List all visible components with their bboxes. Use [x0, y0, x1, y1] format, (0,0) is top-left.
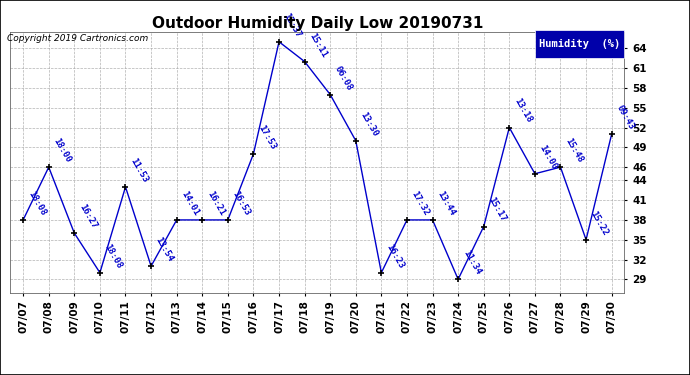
Text: 13:18: 13:18 [512, 97, 533, 125]
Text: 16:27: 16:27 [77, 202, 99, 230]
Text: 17:32: 17:32 [410, 189, 431, 217]
Text: 16:23: 16:23 [384, 242, 406, 270]
Text: 06:08: 06:08 [333, 64, 354, 92]
Text: 18:08: 18:08 [26, 189, 47, 217]
Text: 14:00: 14:00 [538, 143, 559, 171]
Text: Copyright 2019 Cartronics.com: Copyright 2019 Cartronics.com [7, 34, 148, 43]
Text: 15:17: 15:17 [486, 196, 508, 224]
Text: 09:43: 09:43 [614, 104, 635, 131]
Title: Outdoor Humidity Daily Low 20190731: Outdoor Humidity Daily Low 20190731 [152, 16, 483, 31]
Text: 16:21: 16:21 [205, 189, 226, 217]
Text: 14:01: 14:01 [179, 189, 201, 217]
Text: 18:08: 18:08 [103, 242, 124, 270]
Text: 12:37: 12:37 [282, 11, 303, 39]
Text: 15:11: 15:11 [307, 31, 328, 59]
Text: 15:48: 15:48 [563, 136, 584, 164]
Text: 17:53: 17:53 [256, 123, 277, 151]
Text: 13:30: 13:30 [359, 110, 380, 138]
Text: 11:53: 11:53 [128, 156, 150, 184]
Text: Humidity  (%): Humidity (%) [539, 39, 620, 49]
Text: 15:22: 15:22 [589, 209, 610, 237]
Text: 18:00: 18:00 [52, 136, 72, 164]
Text: 13:54: 13:54 [154, 236, 175, 263]
Text: 13:44: 13:44 [435, 189, 457, 217]
Text: 16:53: 16:53 [230, 189, 252, 217]
Text: 11:34: 11:34 [461, 249, 482, 276]
